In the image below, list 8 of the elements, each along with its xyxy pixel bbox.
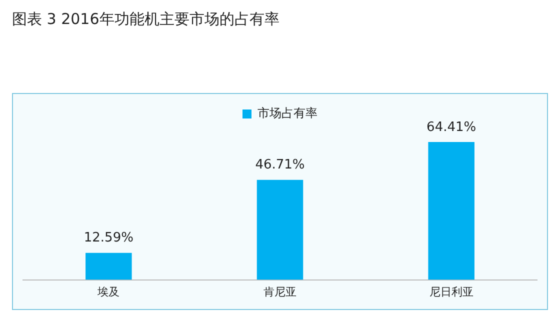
x-tick-label: 埃及 — [96, 285, 120, 298]
data-label: 46.71% — [255, 158, 305, 173]
data-label: 64.41% — [426, 120, 476, 135]
chart-title: 图表 3 2016年功能机主要市场的占有率 — [12, 10, 280, 29]
legend-label: 市场占有率 — [258, 106, 318, 120]
x-tick-label: 肯尼亚 — [264, 285, 296, 298]
data-label: 12.59% — [84, 230, 134, 246]
x-tick-label: 尼日利亚 — [429, 285, 474, 298]
